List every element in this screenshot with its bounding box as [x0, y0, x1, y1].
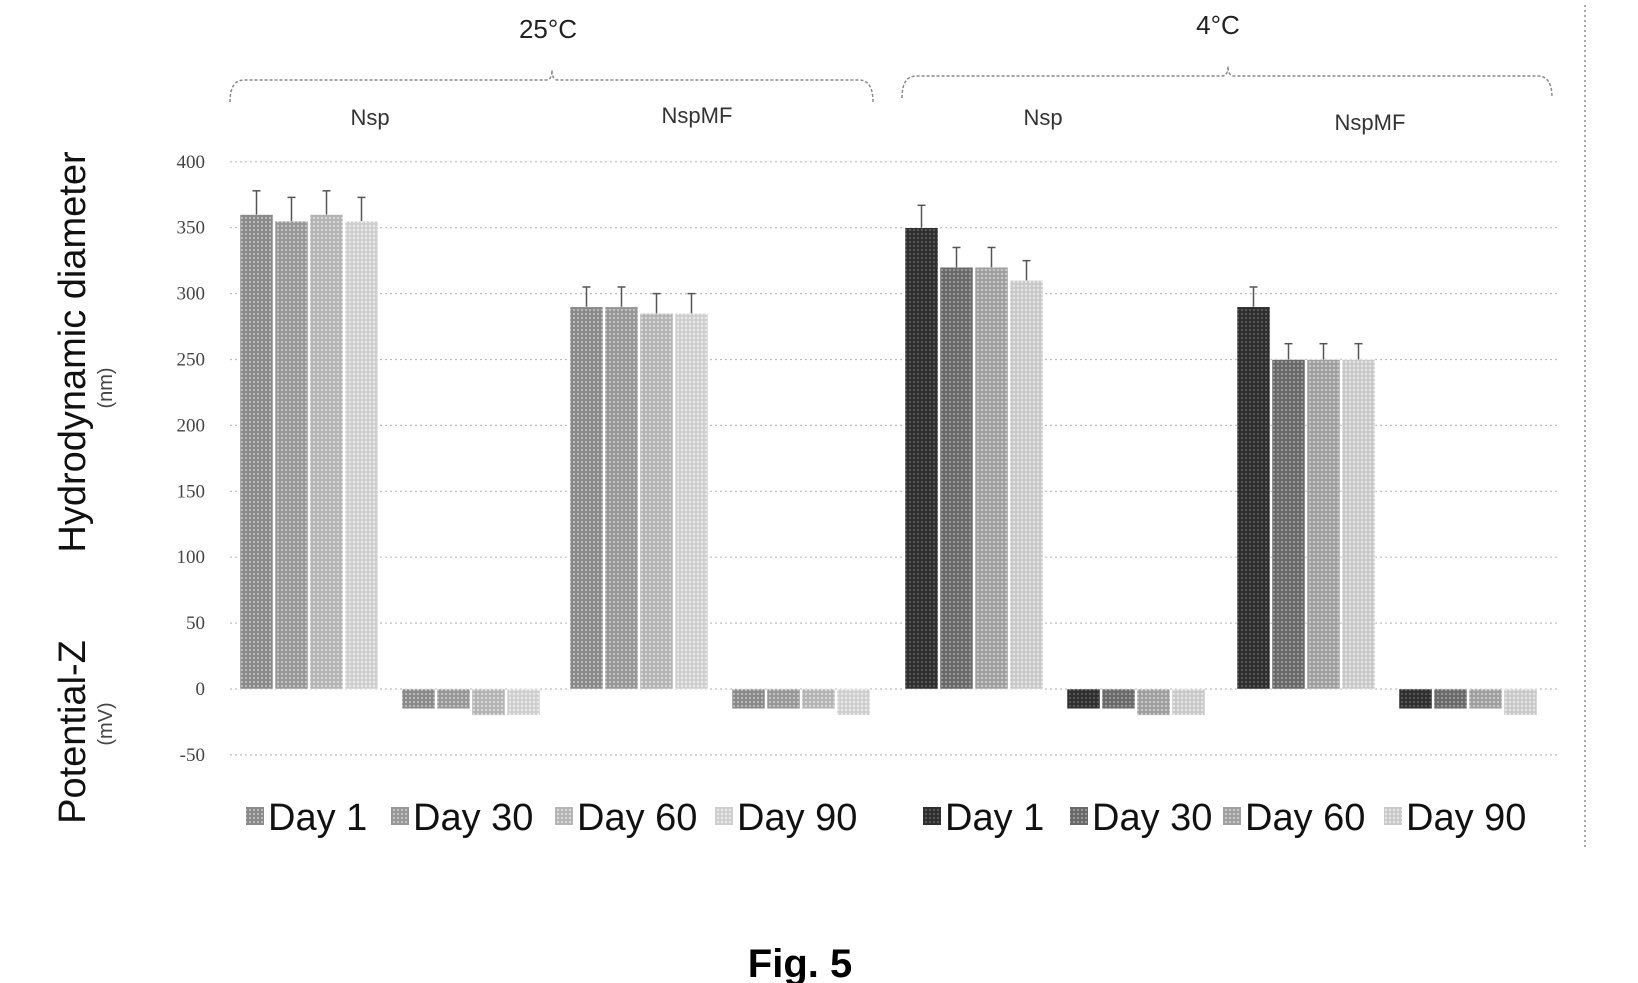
group-label-4c-nsp: Nsp: [1023, 105, 1062, 130]
bar: [309, 214, 344, 690]
legend-label: Day 60: [577, 797, 697, 839]
group-label-25c-nspmf: NspMF: [662, 103, 733, 128]
y-tick-label: 50: [186, 613, 205, 634]
temp-label-25c: 25°C: [519, 14, 577, 44]
y-axis-title: Hydrodynamic diameter: [52, 151, 94, 553]
bar: [904, 227, 939, 690]
error-bars: [252, 190, 1363, 360]
y-tick-label: 150: [177, 481, 206, 502]
bar: [1503, 688, 1538, 716]
bar: [506, 688, 541, 716]
group-label-25c-nsp: Nsp: [350, 105, 389, 130]
legend-swatch: [1223, 807, 1241, 825]
bar: [1236, 306, 1271, 690]
y-axis-title-2: Potential-Z: [52, 640, 94, 824]
temp-label-4c: 4°C: [1196, 10, 1240, 40]
legend-label: Day 30: [413, 797, 533, 839]
y-tick-label: 400: [177, 152, 206, 173]
bar: [569, 306, 604, 690]
legend-label: Day 30: [1092, 797, 1212, 839]
legend-swatch: [923, 807, 941, 825]
bar: [1066, 688, 1101, 710]
legend-label: Day 90: [1406, 797, 1526, 839]
y-tick-label: 200: [177, 415, 206, 436]
y-tick-labels: 400 350 300 250 200 150 100 50 0 -50: [177, 152, 206, 766]
legend-swatch: [715, 807, 733, 825]
bar: [639, 313, 674, 690]
bar: [1271, 359, 1306, 690]
bar: [1009, 280, 1044, 690]
temperature-braces: [229, 65, 1553, 103]
bar: [731, 688, 766, 710]
bar: [836, 688, 871, 716]
legend-swatch: [1384, 807, 1402, 825]
bar: [604, 306, 639, 690]
bar: [436, 688, 471, 710]
legend-label: Day 90: [737, 797, 857, 839]
group-label-4c-nspmf: NspMF: [1335, 110, 1406, 135]
bar: [274, 220, 309, 690]
bar: [471, 688, 506, 716]
bar: [344, 220, 379, 690]
legend-swatch: [555, 807, 573, 825]
y-axis-unit: (nm): [95, 367, 117, 408]
bar: [1341, 359, 1376, 690]
y-axis-unit-2: (mV): [95, 702, 117, 745]
y-tick-label: 250: [177, 350, 206, 371]
bar: [1101, 688, 1136, 710]
legend-swatch: [246, 807, 264, 825]
bar: [766, 688, 801, 710]
bar: [974, 266, 1009, 690]
bars: [239, 214, 1538, 716]
legend-swatch: [1070, 807, 1088, 825]
y-tick-label: 0: [196, 679, 206, 700]
legends: Day 1 Day 30 Day 60 Day 90 Day 1 Day 30 Day 60…: [246, 797, 1526, 839]
bar: [1398, 688, 1433, 710]
bar: [1306, 359, 1341, 690]
bar: [1171, 688, 1206, 716]
bar: [1136, 688, 1171, 716]
bar: [801, 688, 836, 710]
bar: [674, 313, 709, 690]
legend-label: Day 1: [268, 797, 367, 839]
temperature-brace: [229, 69, 874, 103]
legend-swatch: [391, 807, 409, 825]
y-tick-label: -50: [180, 745, 205, 766]
bar: [401, 688, 436, 710]
bar: [1468, 688, 1503, 710]
figure-label: Fig. 5: [748, 942, 852, 983]
y-tick-label: 100: [177, 547, 206, 568]
bar: [1433, 688, 1468, 710]
y-tick-label: 350: [177, 218, 206, 239]
bar: [939, 266, 974, 690]
y-tick-label: 300: [177, 284, 206, 305]
temperature-brace: [901, 65, 1553, 99]
y-gridlines: [230, 161, 1560, 756]
legend-label: Day 1: [945, 797, 1044, 839]
bar: [239, 214, 274, 690]
legend-label: Day 60: [1245, 797, 1365, 839]
